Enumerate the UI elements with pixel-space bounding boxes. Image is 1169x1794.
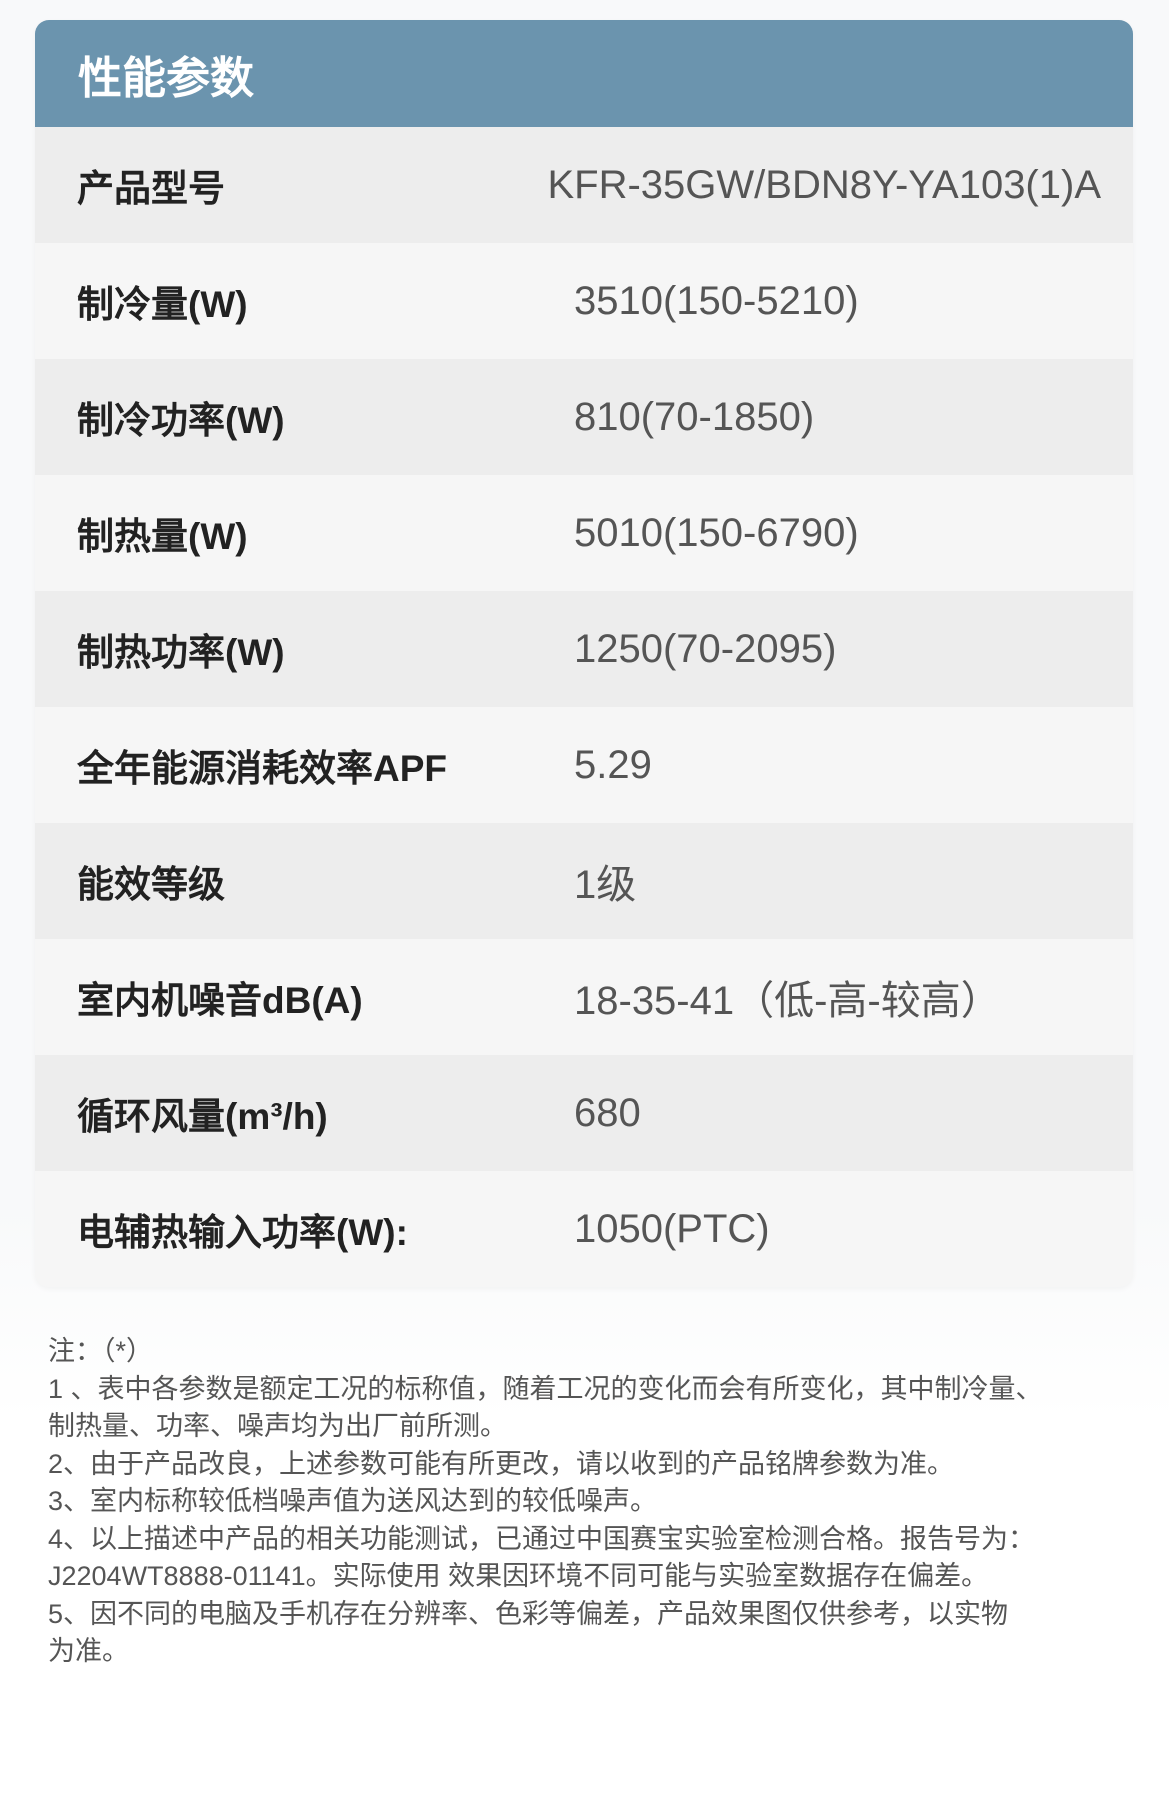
spec-value: KFR-35GW/BDN8Y-YA103(1)A xyxy=(547,162,1101,207)
spec-value: 3510(150-5210) xyxy=(574,278,859,323)
spec-row: 制热功率(W) 1250(70-2095) xyxy=(35,591,1133,707)
note-line: J2204WT8888-01141。实际使用 效果因环境不同可能与实验室数据存在… xyxy=(48,1561,989,1591)
spec-label: 制冷功率(W) xyxy=(77,400,285,441)
spec-row: 室内机噪音dB(A) 18-35-41（低-高-较高） xyxy=(35,939,1133,1055)
table-title: 性能参数 xyxy=(35,20,1133,127)
spec-label: 能效等级 xyxy=(77,864,225,905)
spec-row: 能效等级 1级 xyxy=(35,823,1133,939)
note-line: 4、以上描述中产品的相关功能测试，已通过中国赛宝实验室检测合格。报告号为： xyxy=(48,1523,1036,1554)
notes: 注：（*） 1 、表中各参数是额定工况的标称值，随着工况的变化而会有所变化，其中制… xyxy=(48,1333,1138,1671)
note-line: 为准。 xyxy=(48,1636,129,1666)
spec-label: 循环风量(m³/h) xyxy=(77,1096,328,1137)
spec-label: 产品型号 xyxy=(77,168,225,209)
note-line: 1 、表中各参数是额定工况的标称值，随着工况的变化而会有所变化，其中制冷量、 xyxy=(48,1373,1043,1404)
spec-row: 全年能源消耗效率APF 5.29 xyxy=(35,707,1133,823)
spec-label: 制冷量(W) xyxy=(77,284,248,325)
spec-row: 制热量(W) 5010(150-6790) xyxy=(35,475,1133,591)
spec-row: 制冷量(W) 3510(150-5210) xyxy=(35,243,1133,359)
spec-value: 5.29 xyxy=(574,742,652,787)
spec-row: 电辅热输入功率(W): 1050(PTC) xyxy=(35,1171,1133,1287)
note-line: 5、因不同的电脑及手机存在分辨率、色彩等偏差，产品效果图仅供参考，以实物 xyxy=(48,1598,1009,1629)
spec-row: 产品型号 KFR-35GW/BDN8Y-YA103(1)A xyxy=(35,127,1133,243)
spec-value: 680 xyxy=(574,1090,641,1135)
spec-value: 810(70-1850) xyxy=(574,394,815,439)
spec-value: 1250(70-2095) xyxy=(574,626,837,671)
spec-value: 1050(PTC) xyxy=(574,1206,770,1251)
spec-value: 18-35-41（低-高-较高） xyxy=(574,979,1001,1023)
spec-table: 性能参数 产品型号 KFR-35GW/BDN8Y-YA103(1)A 制冷量(W) 3… xyxy=(35,20,1133,1287)
note-line: 2、由于产品改良，上述参数可能有所更改，请以收到的产品铭牌参数为准。 xyxy=(48,1448,955,1479)
spec-label: 全年能源消耗效率APF xyxy=(77,748,447,789)
spec-value: 5010(150-6790) xyxy=(574,510,859,555)
spec-label: 室内机噪音dB(A) xyxy=(77,980,363,1021)
note-line: 制热量、功率、噪声均为出厂前所测。 xyxy=(48,1411,507,1441)
spec-label: 电辅热输入功率(W): xyxy=(77,1212,408,1253)
spec-row: 制冷功率(W) 810(70-1850) xyxy=(35,359,1133,475)
spec-label: 制热量(W) xyxy=(77,516,248,557)
spec-value: 1级 xyxy=(574,863,637,907)
spec-row: 循环风量(m³/h) 680 xyxy=(35,1055,1133,1171)
spec-label: 制热功率(W) xyxy=(77,632,285,673)
note-line: 3、室内标称较低档噪声值为送风达到的较低噪声。 xyxy=(48,1486,658,1516)
note-line: 注：（*） xyxy=(48,1336,154,1366)
